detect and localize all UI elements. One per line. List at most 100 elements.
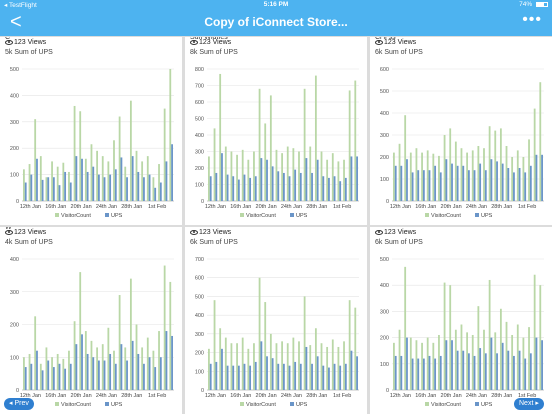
visitor-count-bar (23, 169, 25, 201)
visitor-count-bar (477, 306, 480, 390)
visitor-count-bar (309, 146, 312, 201)
prev-button[interactable]: ◂ Prev (4, 398, 34, 410)
legend-swatch (240, 402, 244, 406)
ups-bar (271, 358, 274, 390)
ups-bar (243, 363, 246, 390)
x-tick-label: 16th Jan (230, 204, 251, 210)
ups-bar (462, 165, 465, 201)
views-count: 123 Views (384, 229, 417, 236)
ups-bar (529, 165, 532, 201)
y-tick-label: 200 (10, 323, 19, 329)
eye-icon (375, 229, 383, 235)
x-tick-label: 12th Jan (390, 204, 411, 210)
ups-bar (288, 176, 291, 201)
ups-bar (171, 335, 173, 390)
visitor-count-bar (224, 146, 227, 201)
visitor-count-bar (499, 308, 502, 390)
x-tick-label: 28th Jan (306, 393, 327, 399)
y-tick-label: 200 (195, 351, 204, 357)
visitor-count-bar (247, 159, 250, 201)
legend-label: UPS (481, 402, 493, 408)
chart-card[interactable]: 123 Views 6k Sum of UPS 0 100 200 300 400 500 60… (185, 227, 367, 414)
x-tick-label: 20th Jan (71, 204, 92, 210)
visitor-count-bar (438, 155, 440, 201)
visitor-count-bar (348, 300, 351, 390)
ups-bar (75, 156, 78, 201)
y-tick-label: 600 (195, 276, 204, 282)
y-tick-label: 800 (195, 67, 204, 73)
visitor-count-bar (219, 328, 222, 390)
x-tick-label: 28th Jan (121, 204, 142, 210)
visitor-count-bar (79, 111, 82, 201)
ups-bar (339, 365, 342, 390)
ups-bar (496, 353, 498, 390)
chevron-left-icon[interactable]: < (10, 11, 22, 33)
visitor-count-bar (454, 141, 457, 201)
x-tick-label: 24th Jan (281, 204, 302, 210)
bar-chart: 0 100 200 300 400 500 600 700 800 12th Jan 16th Ja… (195, 67, 359, 219)
visitor-count-bar (96, 150, 98, 201)
ups-bar (462, 350, 465, 390)
prev-label: Prev (14, 400, 29, 407)
y-tick-label: 400 (195, 133, 204, 139)
ups-bar (52, 177, 55, 201)
eye-icon (190, 229, 198, 235)
x-tick-label: 1st Feb (148, 393, 166, 399)
visitor-count-bar (90, 144, 93, 201)
ups-bar (154, 367, 157, 390)
views-count: 123 Views (14, 39, 47, 46)
y-tick-label: 200 (10, 146, 19, 152)
ups-bar (299, 172, 302, 201)
visitor-count-bar (460, 148, 463, 201)
y-tick-label: 200 (380, 155, 389, 161)
x-tick-label: 16th Jan (415, 204, 436, 210)
x-tick-label: 12th Jan (205, 393, 226, 399)
visitor-count-bar (236, 154, 238, 201)
chart-card[interactable]: Sun Widnes 123 Views 8k Sum of UPS 0 100 200 3… (185, 37, 367, 225)
ups-bar (524, 358, 527, 390)
ups-bar (350, 156, 353, 201)
legend-label: UPS (111, 402, 123, 408)
ups-bar (529, 353, 532, 390)
chart-card[interactable]: 123 Views 6k Sum of UPS 0 100 200 300 400 500 12… (370, 227, 552, 414)
status-bar: ◂ TestFlight 5:16 PM 74% (0, 0, 552, 10)
visitor-count-bar (393, 152, 395, 201)
ups-bar (86, 171, 89, 201)
visitor-count-bar (505, 321, 508, 390)
ups-bar (143, 363, 145, 390)
x-tick-label: 28th Jan (491, 393, 512, 399)
ups-bar (428, 170, 431, 201)
chart-card[interactable]: C 123 Views 5k Sum of UPS 0 100 200 300 400 500 1… (0, 37, 182, 225)
x-tick-label: 24th Jan (466, 393, 487, 399)
visitor-count-bar (494, 332, 497, 390)
visitor-count-bar (141, 347, 144, 390)
testflight-back-link[interactable]: ◂ TestFlight (4, 2, 37, 9)
chart-card[interactable]: Cl ll ss 123 Views 6k Sum of UPS 0 100 200 300… (370, 37, 552, 225)
ups-bar (400, 355, 403, 390)
ups-bar (456, 165, 459, 201)
ups-bar (30, 174, 33, 201)
ups-bar (473, 170, 476, 201)
ups-bar (411, 358, 414, 390)
x-tick-label: 24th Jan (96, 204, 117, 210)
eye-icon (5, 39, 13, 45)
visitor-count-bar (56, 353, 59, 390)
visitor-count-bar (533, 274, 536, 390)
ellipsis-icon[interactable]: ••• (522, 11, 542, 28)
bar-chart: 0 100 200 300 400 12th Jan 16th Jan 20th Jan 24t… (10, 257, 174, 408)
ups-bar (513, 355, 515, 390)
chevron-right-icon: ▸ (533, 400, 539, 407)
x-tick-label: 20th Jan (256, 204, 277, 210)
visitor-count-bar (141, 161, 144, 201)
ups-bar (266, 356, 268, 390)
chart-card[interactable]: W 123 Views 4k Sum of UPS 0 100 200 300 400 12th… (0, 227, 182, 414)
x-tick-label: 24th Jan (281, 393, 302, 399)
next-button[interactable]: Next ▸ (514, 398, 544, 410)
ups-bar (154, 187, 157, 201)
visitor-count-bar (409, 152, 412, 201)
visitor-count-bar (533, 108, 536, 201)
ups-bar (232, 176, 235, 201)
y-tick-label: 0 (386, 388, 389, 394)
ups-bar (24, 367, 27, 390)
ups-bar (237, 365, 240, 390)
